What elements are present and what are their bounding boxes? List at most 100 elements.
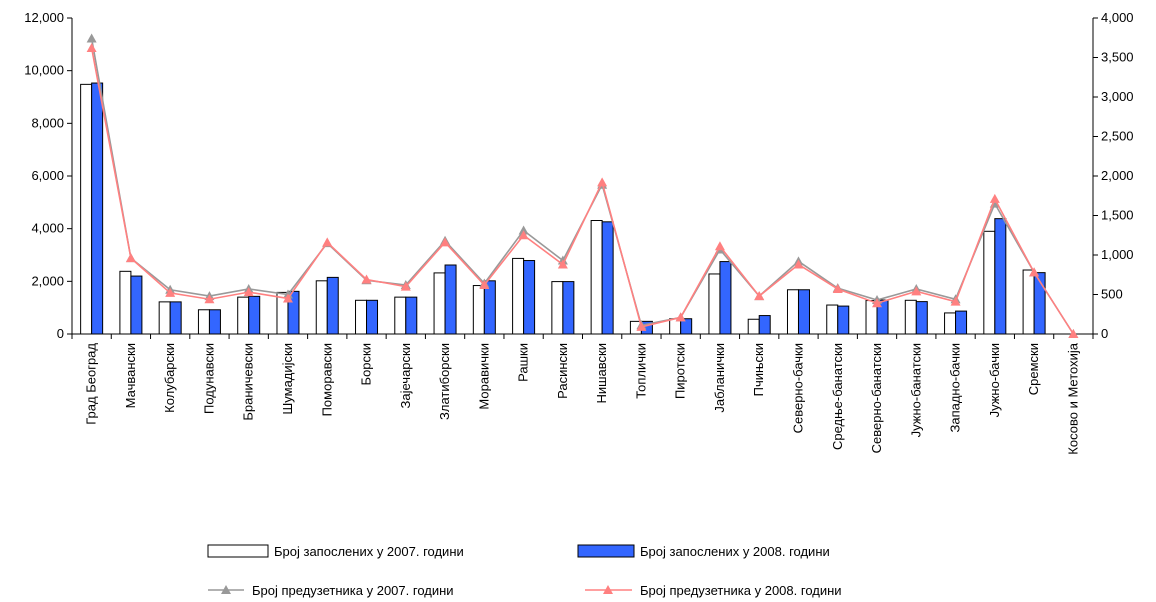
bar-2008-20 — [876, 299, 889, 335]
bar-2008-9 — [444, 264, 457, 335]
right-tick-label: 1,500 — [1101, 208, 1134, 223]
bar-2008-10 — [483, 280, 496, 335]
category-label: Зајечарски — [398, 343, 413, 408]
marker-2008-8 — [400, 281, 411, 291]
bar-2007-21 — [904, 299, 917, 335]
marker-2008-10 — [479, 280, 490, 290]
bar-2008-4 — [248, 295, 261, 335]
bar-2007-3 — [197, 309, 210, 335]
marker-2008-19 — [832, 283, 843, 293]
marker-2008-24 — [1029, 267, 1040, 277]
bar-2007-10 — [472, 285, 485, 335]
category-label: Пчињски — [751, 343, 766, 396]
bar-2008-21 — [915, 301, 928, 335]
bar-2008-19 — [837, 305, 850, 335]
marker-2008-3 — [204, 294, 215, 304]
right-tick-label: 3,000 — [1101, 89, 1134, 104]
bar-2007-22 — [944, 312, 957, 335]
bar-2008-7 — [366, 299, 379, 335]
bar-2007-4 — [237, 296, 250, 335]
category-label: Рашки — [516, 343, 531, 382]
bar-2007-9 — [433, 272, 446, 335]
category-label: Јужно-бачки — [987, 343, 1002, 417]
bar-2007-1 — [119, 270, 132, 335]
line-entrepreneurs-2007 — [90, 38, 1075, 335]
bar-2007-2 — [158, 301, 171, 335]
legend-item-employees-2008: Број запослених у 2008. години — [577, 544, 830, 559]
bar-2008-11 — [523, 260, 536, 335]
bar-2008-1 — [130, 275, 143, 335]
category-label: Расински — [555, 343, 570, 399]
legend-item-entrepreneurs-2008: Број предузетника у 2008. години — [585, 583, 842, 598]
legend-label-employees-2008: Број запослених у 2008. години — [640, 544, 830, 559]
bar-2007-8 — [394, 296, 407, 335]
bar-2007-24 — [1022, 269, 1035, 335]
category-label: Пиротски — [673, 343, 688, 399]
marker-2008-11 — [518, 230, 529, 240]
category-label: Косово и Метохија — [1065, 342, 1080, 454]
bar-2007-6 — [315, 280, 328, 335]
category-label: Поморавски — [319, 343, 334, 416]
bar-2008-3 — [208, 309, 221, 335]
category-label: Златиборски — [437, 343, 452, 420]
marker-2008-7 — [361, 274, 372, 284]
bar-2007-13 — [590, 220, 603, 335]
bar-2007-17 — [747, 318, 760, 335]
category-label: Сремски — [1026, 343, 1041, 395]
category-label: Подунавски — [201, 343, 216, 414]
marker-2008-18 — [793, 259, 804, 269]
marker-2008-0 — [86, 43, 97, 53]
legend-label-entrepreneurs-2008: Број предузетника у 2008. години — [640, 583, 842, 598]
marker-2008-6 — [322, 237, 333, 247]
legend-label-employees-2007: Број запослених у 2007. години — [274, 544, 464, 559]
bar-2008-12 — [562, 281, 575, 335]
bar-2007-11 — [512, 257, 525, 335]
marker-2008-2 — [165, 287, 176, 297]
category-labels: Град Београд Мачвански Колубарски Подунавск… — [84, 342, 1081, 454]
marker-2008-14 — [636, 321, 647, 331]
category-label: Мачвански — [123, 343, 138, 408]
category-label: Град Београд — [84, 343, 99, 425]
legend-marker-entrepreneurs-2008 — [603, 585, 613, 594]
bar-2007-18 — [786, 289, 799, 335]
marker-2008-17 — [754, 291, 765, 301]
marker-2008-12 — [557, 259, 568, 269]
right-tick-label: 0 — [1101, 326, 1108, 341]
marker-2008-1 — [125, 253, 136, 263]
bars — [80, 82, 1046, 335]
category-label: Јужно-банатски — [908, 343, 923, 437]
left-tick-label: 10,000 — [24, 63, 64, 78]
category-label: Северно-бачки — [790, 343, 805, 433]
category-label: Колубарски — [162, 343, 177, 413]
left-tick-label: 8,000 — [31, 115, 64, 130]
legend-swatch-employees-2007 — [207, 544, 269, 558]
right-tick-label: 3,500 — [1101, 50, 1134, 65]
lines — [86, 33, 1079, 338]
bar-2007-7 — [355, 299, 368, 335]
left-tick-label: 12,000 — [24, 10, 64, 25]
marker-2008-25 — [1068, 329, 1079, 338]
category-label: Шумадијски — [280, 343, 295, 415]
bar-2008-16 — [719, 261, 732, 335]
left-tick-label: 6,000 — [31, 168, 64, 183]
left-tick-label: 2,000 — [31, 273, 64, 288]
bar-2008-17 — [758, 315, 771, 335]
legend: Број запослених у 2007. години Број запо… — [207, 544, 842, 598]
marker-2008-15 — [675, 312, 686, 322]
marker-2008-23 — [989, 193, 1000, 203]
marker-2008-9 — [440, 237, 451, 247]
bar-2008-6 — [326, 276, 339, 335]
bar-2007-0 — [80, 83, 93, 335]
bar-2008-18 — [797, 289, 810, 335]
marker-2008-16 — [714, 241, 725, 251]
bar-2008-8 — [405, 296, 418, 335]
category-label: Јабланички — [712, 343, 727, 413]
bar-2007-19 — [826, 304, 839, 335]
category-label: Браничевски — [241, 343, 256, 421]
marker-2007-11 — [518, 225, 529, 235]
left-tick-label: 4,000 — [31, 221, 64, 236]
category-label: Средње-банатски — [830, 343, 845, 450]
line-entrepreneurs-2008 — [90, 47, 1075, 335]
category-label: Борски — [359, 343, 374, 385]
